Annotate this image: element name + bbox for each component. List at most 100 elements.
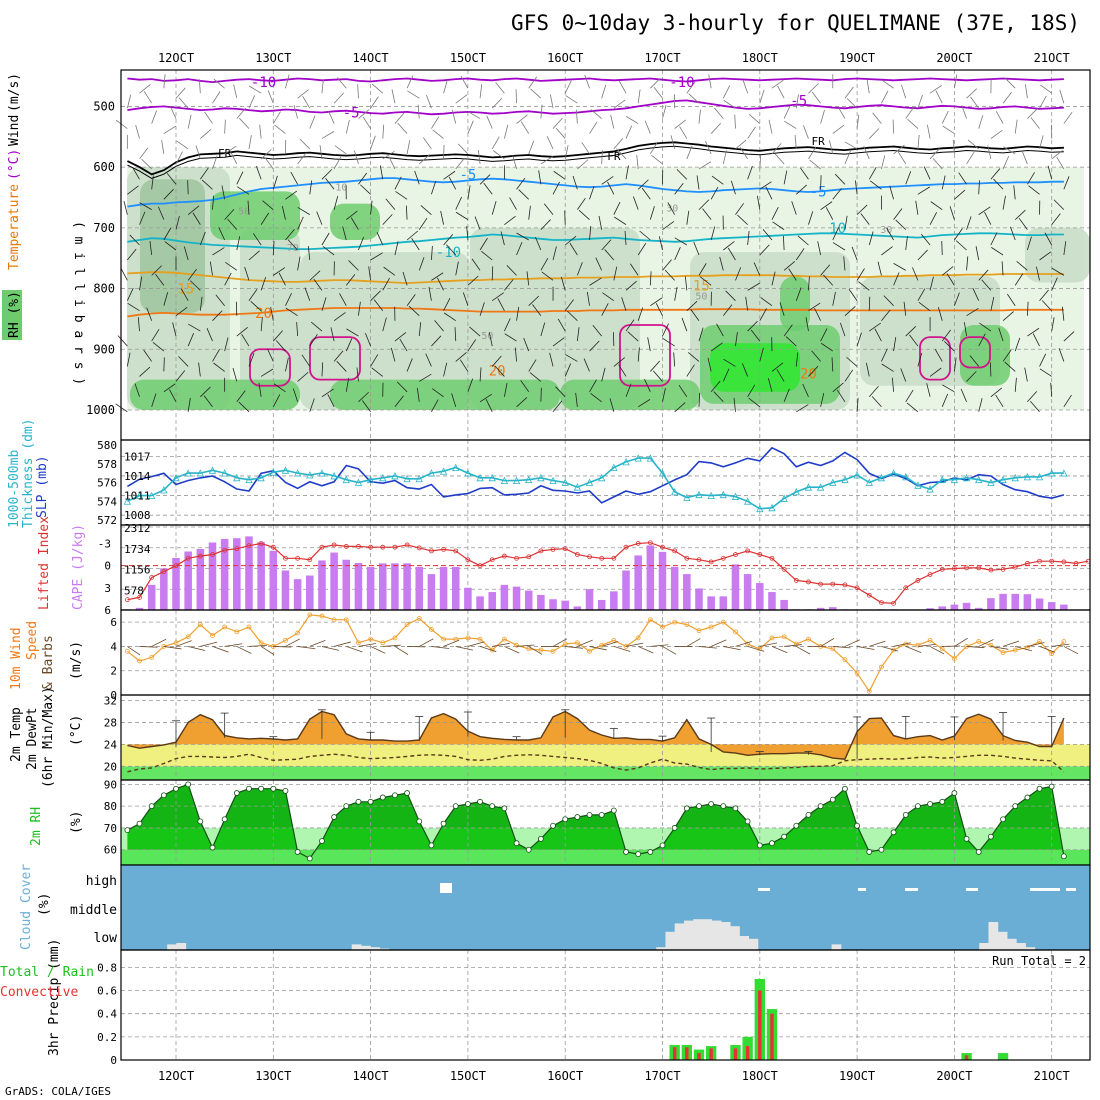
ylabel-part: (6hr Min/Max): [41, 686, 56, 788]
rh-point: [258, 785, 265, 792]
lifted-index-point: [526, 554, 532, 560]
wind-barb: [407, 90, 420, 99]
wind-barb: [175, 306, 188, 317]
wind-barb: [978, 333, 986, 347]
wind-barb: [175, 215, 180, 230]
wind-barb: [260, 149, 272, 160]
wind-barb: [423, 137, 432, 150]
cape-bar: [293, 579, 302, 610]
wind-barb: [881, 90, 889, 104]
wind-barb: [370, 290, 381, 301]
wind-barb: [333, 156, 342, 170]
wind-barb: [613, 137, 624, 150]
temp-tick: 32: [104, 694, 117, 707]
wind-barb: [735, 640, 752, 647]
wind-barb: [163, 188, 174, 200]
wind-barb: [285, 190, 298, 200]
wind-barb: [479, 84, 483, 99]
lifted-index-point: [781, 566, 787, 572]
wind-barb: [1014, 337, 1021, 352]
wind-barb: [929, 646, 945, 655]
ylabel-part: Thickness (dm): [21, 418, 36, 528]
contour-label: 50: [481, 331, 493, 342]
wind-speed-point: [866, 688, 872, 694]
wind-barb: [309, 115, 316, 129]
wind-barb: [874, 328, 882, 342]
rh-point: [1000, 816, 1006, 823]
wind-barb: [857, 646, 875, 650]
lifted-index-point: [501, 553, 507, 559]
wind-barb: [856, 397, 859, 412]
wind-barb: [577, 197, 586, 210]
wind-barb: [723, 100, 736, 109]
high-cloud-cell: [758, 888, 770, 891]
contour-label: -5: [810, 184, 827, 200]
wind-barb: [698, 109, 701, 124]
precip-total-label: Total / Rain: [0, 965, 94, 980]
thickness-marker: [841, 475, 849, 484]
wind-barb: [1035, 266, 1040, 281]
wind-barb: [448, 176, 457, 190]
wind-barb: [178, 97, 189, 109]
wind-tick: 6: [110, 616, 117, 629]
wind-speed-point: [976, 639, 982, 644]
wind-barb: [565, 354, 578, 362]
wind-barb: [350, 217, 359, 230]
wind-barb: [187, 114, 192, 129]
wind-barb: [932, 158, 943, 170]
wind-barb: [722, 85, 731, 99]
wind-barb: [526, 271, 530, 286]
wind-barb: [151, 638, 167, 647]
wind-barb: [406, 358, 413, 372]
upper-ylabel: RH (%) Temperature (°C) Wind (m/s): [2, 73, 22, 340]
wind-barb: [285, 229, 295, 241]
wind-barb: [662, 388, 666, 402]
wind-barb: [941, 110, 949, 124]
wind-barb: [783, 105, 791, 119]
wind-barb: [385, 198, 396, 210]
wind-barb: [139, 276, 143, 291]
wind-barb: [800, 167, 809, 180]
high-cloud-cell: [1030, 888, 1060, 891]
wind-barb: [212, 310, 223, 321]
wind-barb: [224, 208, 235, 220]
wind-barb: [662, 259, 672, 271]
thickness-tick: 572: [97, 514, 117, 527]
wind-barb: [262, 200, 274, 210]
wind-barb: [248, 289, 258, 301]
wind-barb: [581, 142, 590, 155]
wind-barb: [237, 186, 250, 195]
wind-barb: [901, 84, 907, 99]
wind-barb: [373, 299, 384, 311]
wind-barb: [491, 355, 502, 367]
wind-speed-point: [879, 664, 884, 670]
thickness-marker: [719, 490, 727, 499]
isotherm-contour: [249, 348, 291, 387]
wind-barb: [281, 205, 286, 220]
wind-barb: [1059, 89, 1065, 104]
wind-barb: [1039, 646, 1056, 653]
wind-barb: [135, 125, 140, 139]
wind-barb: [625, 165, 629, 180]
wind-barb: [917, 643, 936, 647]
thickness-marker: [293, 469, 302, 477]
wind-speed-point: [501, 636, 507, 642]
lifted-index-point: [842, 582, 848, 588]
wind-barb: [530, 88, 542, 99]
li-tick: 6: [104, 604, 111, 617]
wind-barb: [371, 367, 384, 377]
thickness-marker: [877, 473, 886, 482]
wind-barb: [565, 646, 584, 649]
wind-barb: [929, 276, 934, 291]
wind-barb: [267, 348, 274, 362]
lifted-index-point: [343, 544, 349, 549]
lifted-index-point: [246, 543, 252, 549]
precip-tick: 0: [110, 1054, 117, 1067]
contour-label: 15: [177, 282, 194, 298]
wind-speed-point: [611, 637, 617, 643]
wind-barb: [690, 309, 700, 321]
wind-barb: [941, 329, 951, 342]
footer-credit: GrADS: COLA/IGES: [5, 1085, 111, 1098]
wind-barb: [418, 217, 428, 230]
wind-barb: [601, 303, 609, 316]
